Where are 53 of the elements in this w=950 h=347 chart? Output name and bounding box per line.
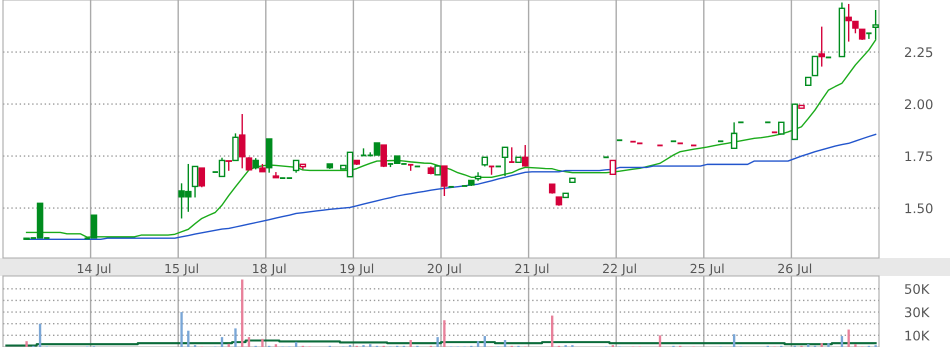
y-tick-label: 50K (905, 284, 930, 294)
bar (848, 330, 850, 347)
candlestick (232, 132, 239, 162)
bar (369, 344, 372, 347)
candlestick (508, 146, 516, 163)
y-tick-label: 30K (905, 307, 930, 318)
bar (436, 337, 439, 347)
candlestick (812, 56, 818, 76)
bar (228, 344, 230, 347)
candlestick (482, 156, 488, 168)
x-tick-label: 22 Jul (603, 264, 636, 276)
bar (241, 279, 244, 347)
candlestick (192, 166, 198, 198)
bar (484, 336, 486, 347)
bar (551, 316, 554, 347)
y-tick-label: 1.75 (905, 151, 932, 162)
candlestick (610, 160, 616, 176)
bar (820, 343, 823, 347)
line-series (26, 39, 876, 238)
candlestick (818, 26, 825, 68)
x-tick-label: 14 Jul (78, 264, 110, 276)
candlestick (502, 146, 508, 177)
candlestick (238, 113, 246, 170)
candlestick (380, 144, 387, 168)
y-tick-label: 10K (905, 330, 930, 341)
bar (274, 344, 278, 347)
x-tick-label: 25 Jul (690, 264, 724, 276)
candlestick (225, 160, 232, 172)
candlestick (778, 122, 785, 135)
candlestick (522, 144, 528, 167)
bar (443, 320, 446, 347)
y-tick-label: 2.00 (904, 99, 932, 110)
x-tick-label: 19 Jul (340, 264, 374, 276)
bar (25, 341, 28, 347)
x-tick-label: 21 Jul (515, 264, 548, 276)
candlestick (872, 9, 879, 40)
x-tick-label: 20 Jul (428, 264, 461, 276)
candlestick (441, 165, 448, 197)
candlestick (730, 122, 738, 150)
bar (854, 344, 857, 347)
candlestick (198, 167, 206, 188)
candlestick (246, 156, 252, 170)
bar (732, 334, 736, 347)
bar (807, 344, 810, 347)
bar (187, 330, 190, 347)
y-tick-label: 2.25 (904, 47, 932, 58)
x-tick-label: 18 Jul (253, 264, 286, 276)
bar (410, 340, 412, 347)
y-tick-label: 1.50 (905, 203, 932, 214)
x-tick-label: 15 Jul (165, 264, 198, 276)
x-tick-label: 26 Jul (778, 264, 812, 276)
candlestick (252, 157, 259, 170)
bar (294, 342, 298, 347)
